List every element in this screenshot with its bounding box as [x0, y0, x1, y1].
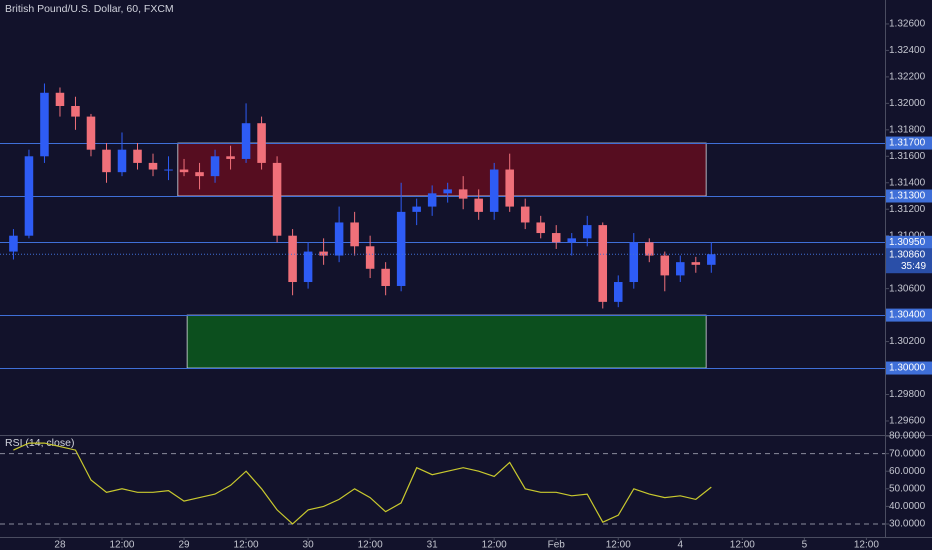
candle-body — [536, 222, 545, 234]
level-label: 1.30950 — [889, 237, 926, 248]
candle-body — [551, 233, 561, 243]
y-tick-label: 30.0000 — [889, 519, 926, 530]
candle-body — [164, 169, 173, 171]
candle-body — [474, 198, 483, 212]
level-badge — [886, 136, 932, 150]
candle-body — [40, 92, 49, 157]
y-tick-label: 50.0000 — [889, 483, 926, 494]
y-tick-label: 1.29600 — [889, 416, 926, 427]
y-tick-label: 60.0000 — [889, 466, 926, 477]
candle-body — [443, 189, 452, 194]
y-tick-label: 1.32200 — [889, 72, 926, 83]
candle-body — [381, 268, 390, 286]
candle-body — [582, 225, 592, 239]
candle-body — [226, 156, 235, 159]
candle-body — [598, 225, 608, 302]
y-tick-label: 1.31800 — [889, 124, 926, 135]
level-badge — [886, 308, 932, 322]
candle-body — [272, 162, 282, 236]
y-tick-label: 80.0000 — [889, 431, 926, 442]
candle-body — [629, 242, 639, 283]
candle-body — [24, 156, 34, 236]
x-tick-label: 29 — [178, 540, 190, 550]
level-label: 1.31300 — [889, 191, 926, 202]
y-tick-label: 40.0000 — [889, 501, 926, 512]
x-tick-label: 5 — [802, 540, 808, 550]
x-tick-label: 31 — [427, 540, 439, 550]
x-tick-label: 12:00 — [234, 540, 259, 550]
candle-body — [707, 254, 716, 265]
candle-body — [676, 262, 685, 276]
level-badge — [886, 235, 932, 249]
y-tick-label: 1.32400 — [889, 45, 926, 56]
x-tick-label: 12:00 — [109, 540, 134, 550]
x-tick-label: Feb — [548, 540, 566, 550]
y-tick-label: 1.30600 — [889, 283, 926, 294]
candle-body — [55, 92, 65, 107]
y-tick-label: 1.30200 — [889, 336, 926, 347]
x-tick-label: 12:00 — [854, 540, 879, 550]
candle-body — [195, 172, 204, 177]
last-price-badge — [886, 248, 932, 274]
candle-body — [303, 251, 313, 283]
x-tick-label: 12:00 — [358, 540, 383, 550]
candle-body — [148, 162, 158, 170]
y-tick-label: 1.31400 — [889, 177, 926, 188]
candle-body — [133, 149, 142, 163]
candle-body — [210, 156, 220, 177]
candle-body — [257, 123, 266, 163]
rsi-line — [13, 442, 712, 525]
x-tick-label: 4 — [678, 540, 684, 550]
y-tick-label: 1.32600 — [889, 19, 926, 30]
zone — [186, 314, 707, 369]
x-tick-label: 12:00 — [730, 540, 755, 550]
zone — [177, 142, 707, 197]
level-badge — [886, 189, 932, 203]
countdown-label: 35:49 — [901, 261, 926, 272]
y-tick-label: 1.29800 — [889, 389, 926, 400]
y-tick-label: 1.31200 — [889, 204, 926, 215]
candle-body — [71, 106, 80, 117]
level-label: 1.30000 — [889, 363, 926, 374]
x-tick-label: 28 — [54, 540, 66, 550]
candle-body — [241, 123, 251, 159]
chart-title: British Pound/U.S. Dollar, 60, FXCM — [5, 3, 174, 15]
candle-body — [645, 242, 654, 256]
x-tick-label: 12:00 — [606, 540, 631, 550]
candle-body — [567, 238, 576, 243]
candle-body — [412, 206, 421, 212]
x-tick-label: 30 — [303, 540, 315, 550]
candle-body — [9, 235, 18, 252]
candle-body — [427, 193, 437, 207]
candle-body — [102, 149, 111, 173]
candle-body — [520, 206, 530, 223]
candle-body — [334, 222, 344, 256]
candle-body — [365, 246, 375, 269]
y-tick-label: 70.0000 — [889, 448, 926, 459]
candle-body — [660, 255, 670, 276]
candle-body — [117, 149, 127, 173]
level-label: 1.31700 — [889, 138, 926, 149]
candle-body — [458, 189, 468, 199]
candle-body — [350, 222, 359, 247]
last-price-label: 1.30860 — [889, 249, 926, 260]
candle-body — [505, 169, 514, 207]
candle-body — [288, 235, 297, 283]
candle-body — [489, 169, 499, 212]
candle-body — [179, 169, 189, 173]
candle-body — [396, 211, 406, 286]
x-tick-label: 12:00 — [482, 540, 507, 550]
candle-body — [613, 282, 623, 302]
level-label: 1.30400 — [889, 310, 926, 321]
y-tick-label: 1.31600 — [889, 151, 926, 162]
candle-body — [691, 262, 701, 265]
y-tick-label: 1.32000 — [889, 98, 926, 109]
candle-body — [319, 251, 328, 256]
level-badge — [886, 361, 932, 375]
candle-body — [86, 116, 96, 150]
